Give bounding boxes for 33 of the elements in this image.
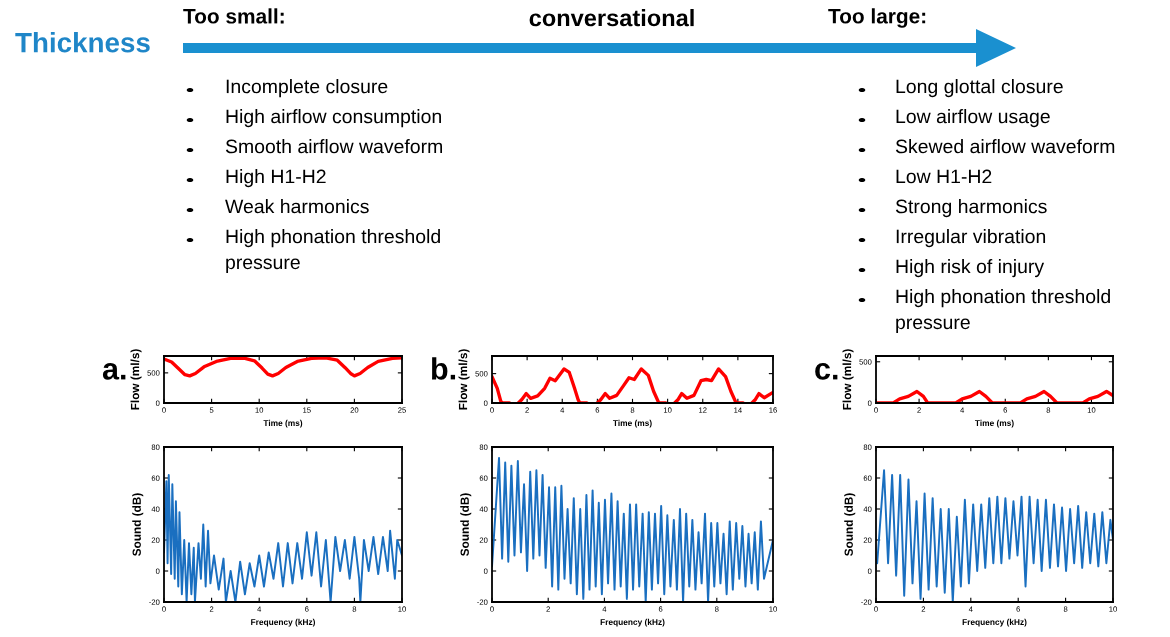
text: Irregular vibration	[896, 229, 1046, 248]
y-axis-title: Sound (dB)	[844, 493, 856, 556]
x-axis-title: Frequency (kHz)	[962, 618, 1027, 627]
text: Skewed airflow waveform	[895, 139, 1115, 154]
x-axis-title: Time (ms)	[974, 419, 1014, 428]
y-axis-title: Flow (ml/s)	[130, 349, 142, 410]
text: Weak harmonics	[225, 199, 369, 214]
text: Low airflow usage	[896, 109, 1050, 128]
x-axis-title: Frequency (kHz)	[251, 618, 315, 627]
text: Low H1-H2	[896, 169, 992, 184]
x-axis-title: Frequency (kHz)	[600, 618, 665, 627]
text: Smooth airflow waveform	[225, 139, 442, 154]
text: Too large:	[828, 8, 926, 28]
chart-title: a.	[102, 362, 126, 380]
y-axis-title: Sound (dB)	[132, 493, 144, 556]
text: High H1-H2	[226, 169, 326, 188]
chart-title: c.	[815, 362, 838, 380]
text: Long glottal closure	[896, 79, 1063, 98]
text: High phonation threshold pressure	[896, 289, 1110, 333]
text: Incomplete closure	[226, 79, 388, 98]
text: conversational	[529, 9, 694, 27]
chart-title: b.	[432, 357, 456, 380]
y-axis-title: Sound (dB)	[460, 493, 472, 556]
x-axis-title: Time (ms)	[263, 419, 303, 428]
y-axis-title: Flow (ml/s)	[842, 349, 854, 410]
text: Thickness	[15, 32, 150, 53]
text: High risk of injury	[896, 259, 1045, 278]
text: Too small:	[183, 8, 284, 24]
text: Strong harmonics	[895, 199, 1047, 218]
y-axis-title: Flow (ml/s)	[458, 349, 470, 410]
x-axis-title: Time (ms)	[612, 419, 652, 428]
text: High phonation threshold pressure	[226, 229, 440, 273]
text: High airflow consumption	[226, 109, 441, 128]
